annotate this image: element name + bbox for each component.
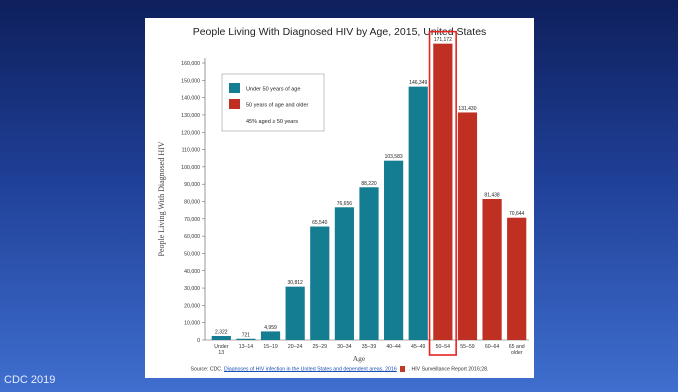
legend-label: 50 years of age and older xyxy=(246,103,309,109)
x-tick-label: 45–49 xyxy=(411,344,426,350)
x-tick-label: 35–39 xyxy=(362,344,377,350)
x-tick-label: 55–59 xyxy=(460,344,475,350)
y-tick-label: 90,000 xyxy=(184,182,200,188)
y-tick-label: 140,000 xyxy=(181,96,200,102)
x-tick-label: 65 and xyxy=(509,344,525,350)
legend-note: 45% aged ≥ 50 years xyxy=(246,119,298,125)
bar-value-label: 65,540 xyxy=(312,220,328,226)
y-tick-label: 160,000 xyxy=(181,61,200,67)
bar xyxy=(285,286,305,340)
y-tick-label: 150,000 xyxy=(181,78,200,84)
bar xyxy=(384,160,404,340)
bar-value-label: 30,812 xyxy=(288,280,304,286)
y-tick-label: 120,000 xyxy=(181,130,200,136)
y-tick-label: 80,000 xyxy=(184,200,200,206)
bar xyxy=(310,226,330,340)
bar-value-label: 88,220 xyxy=(361,181,377,187)
bar xyxy=(260,331,281,340)
y-tick-label: 0 xyxy=(197,338,200,344)
bar xyxy=(482,199,502,340)
x-tick-label: 60–64 xyxy=(485,344,500,350)
y-tick-label: 40,000 xyxy=(184,269,200,275)
y-tick-label: 50,000 xyxy=(184,251,200,257)
x-tick-label: Under xyxy=(214,344,228,350)
x-tick-label: 15–19 xyxy=(263,344,278,350)
bar-chart: 0 10,000 20,000 30,000 40,000 50,000 60,000 70,… xyxy=(157,30,529,363)
bar-value-label: 103,583 xyxy=(385,154,403,160)
bar-value-label: 2,322 xyxy=(215,329,228,335)
slide-card: People Living With Diagnosed HIV by Age,… xyxy=(145,18,534,378)
y-tick-label: 20,000 xyxy=(184,303,200,309)
bar xyxy=(211,335,231,340)
y-tick-label: 130,000 xyxy=(181,113,200,119)
bar xyxy=(334,207,354,340)
legend-swatch xyxy=(229,99,240,109)
legend-label: Under 50 years of age xyxy=(246,87,300,93)
bar xyxy=(359,187,379,340)
bar xyxy=(457,112,478,340)
bar-value-label: 4,959 xyxy=(264,325,277,331)
x-tick-label: 13–14 xyxy=(239,344,254,350)
x-tick-label: 50–54 xyxy=(436,344,451,350)
source-link[interactable]: Diagnoses of HIV infection in the United… xyxy=(223,366,397,373)
bar-value-label: 721 xyxy=(242,332,251,338)
x-tick-label: older xyxy=(511,350,523,356)
bar-value-label: 76,656 xyxy=(337,201,353,207)
pdf-icon xyxy=(400,366,406,372)
x-axis-label: Age xyxy=(353,354,366,363)
bar-value-label: 171,172 xyxy=(434,37,452,43)
x-tick-label: 30–34 xyxy=(337,344,352,350)
slide-footer: CDC 2019 xyxy=(4,374,56,386)
legend-swatch xyxy=(229,83,240,93)
bar-value-label: 146,349 xyxy=(409,80,427,86)
y-tick-label: 10,000 xyxy=(184,321,200,327)
y-tick-label: 60,000 xyxy=(184,234,200,240)
source-suffix: . HIV Surveillance Report 2016;28. xyxy=(408,366,489,373)
y-tick-label: 100,000 xyxy=(181,165,200,171)
x-tick-label: 25–29 xyxy=(313,344,328,350)
y-axis-label: People Living With Diagnosed HIV xyxy=(157,141,166,256)
bar xyxy=(236,338,256,340)
bar-value-label: 81,438 xyxy=(484,193,500,199)
x-tick-label: 40–44 xyxy=(386,344,401,350)
highlight-box xyxy=(428,30,457,356)
source-prefix: Source: CDC. xyxy=(190,366,223,373)
y-tick-label: 30,000 xyxy=(184,286,200,292)
source-citation: Source: CDC. Diagnoses of HIV infection … xyxy=(145,366,534,372)
x-tick-label: 13 xyxy=(218,350,224,356)
bar xyxy=(408,86,428,340)
chart-title: People Living With Diagnosed HIV by Age,… xyxy=(192,26,487,38)
x-tick-label: 20–24 xyxy=(288,344,303,350)
bar xyxy=(433,43,453,340)
bar xyxy=(507,217,527,340)
bar-value-label: 131,430 xyxy=(458,106,476,112)
y-tick-label: 110,000 xyxy=(182,148,200,154)
bar-value-label: 70,644 xyxy=(509,211,525,217)
y-tick-label: 70,000 xyxy=(184,217,200,223)
